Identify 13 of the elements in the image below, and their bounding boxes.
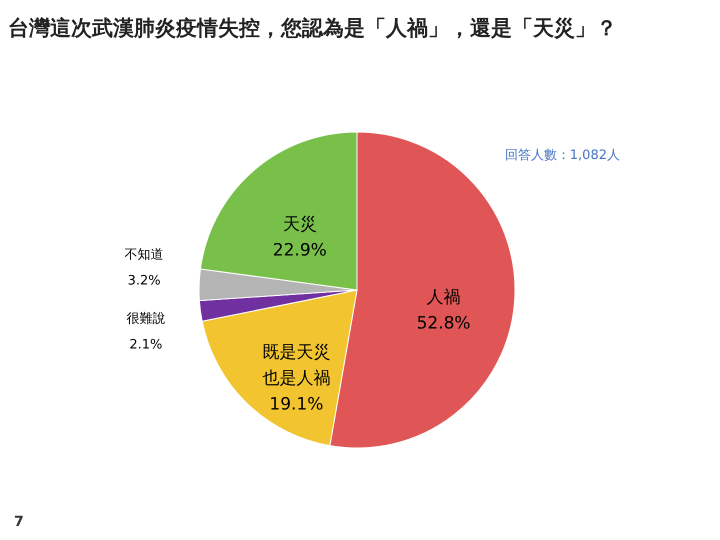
data-label: 3.2% (128, 273, 161, 288)
chart-title: 台灣這次武漢肺炎疫情失控，您認為是「人禍」，還是「天災」？ (8, 16, 617, 40)
slice-label: 既是天災也是人禍 (262, 342, 330, 388)
slice-label: 不知道 (124, 247, 164, 262)
data-label: 2.1% (129, 337, 162, 352)
text: 回答人數：1,082人 (504, 148, 620, 163)
data-label: 52.8% (416, 313, 471, 334)
data-label: 22.9% (272, 240, 327, 261)
slice-label: 人禍 (426, 287, 461, 308)
data-label: 19.1% (269, 394, 324, 414)
slice-label: 天災 (282, 214, 317, 235)
text: 7 (14, 514, 24, 530)
slice-label: 很難說 (126, 311, 166, 326)
